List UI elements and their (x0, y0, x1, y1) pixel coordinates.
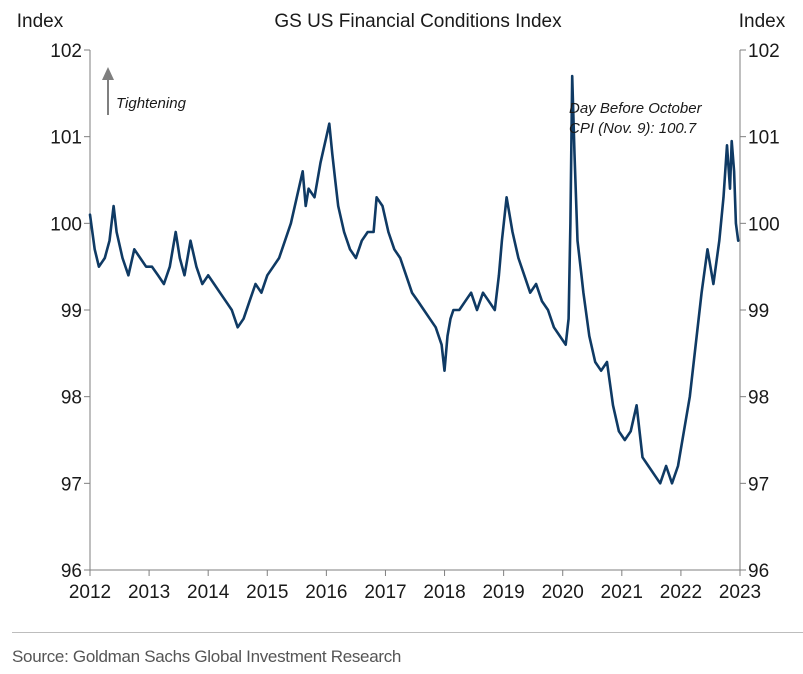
right-axis-title: Index (739, 11, 786, 32)
left-y-tick-label: 98 (61, 388, 82, 409)
x-tick-label: 2022 (660, 582, 702, 603)
x-tick-label: 2021 (601, 582, 643, 603)
tightening-label: Tightening (116, 95, 187, 112)
left-y-tick-label: 101 (50, 128, 82, 149)
left-y-axis: 96 97 98 99 100 101 102 (50, 41, 90, 582)
cpi-annotation-line1: Day Before October (569, 100, 703, 117)
left-y-tick-label: 97 (61, 474, 82, 495)
x-tick-label: 2018 (423, 582, 465, 603)
x-tick-label: 2017 (364, 582, 406, 603)
right-y-tick-label: 99 (748, 301, 769, 322)
x-axis: 2012 2013 2014 2015 2016 2017 2018 2019 2020 2021… (69, 570, 761, 603)
right-y-tick-label: 101 (748, 128, 780, 149)
source-note: Source: Goldman Sachs Global Investment … (12, 647, 402, 666)
x-tick-label: 2023 (719, 582, 761, 603)
fci-series-line (88, 74, 740, 485)
left-y-tick-label: 99 (61, 301, 82, 322)
x-tick-label: 2020 (542, 582, 584, 603)
x-tick-label: 2015 (246, 582, 288, 603)
left-y-tick-label: 102 (50, 41, 82, 62)
x-tick-label: 2014 (187, 582, 230, 603)
right-y-tick-label: 102 (748, 41, 780, 62)
source-divider (12, 632, 803, 633)
right-y-tick-label: 97 (748, 474, 769, 495)
left-y-tick-label: 100 (50, 214, 82, 235)
right-y-tick-label: 100 (748, 214, 780, 235)
chart-title: GS US Financial Conditions Index (274, 11, 562, 32)
right-y-tick-label: 96 (748, 561, 769, 582)
x-tick-label: 2016 (305, 582, 347, 603)
x-tick-label: 2019 (482, 582, 524, 603)
x-tick-label: 2012 (69, 582, 111, 603)
left-y-tick-label: 96 (61, 561, 82, 582)
cpi-annotation-line2: CPI (Nov. 9): 100.7 (569, 120, 697, 137)
right-y-axis: 96 97 98 99 100 101 102 (740, 41, 780, 582)
tightening-arrow (102, 67, 114, 115)
right-y-tick-label: 98 (748, 388, 769, 409)
x-tick-label: 2013 (128, 582, 170, 603)
left-axis-title: Index (17, 11, 64, 32)
